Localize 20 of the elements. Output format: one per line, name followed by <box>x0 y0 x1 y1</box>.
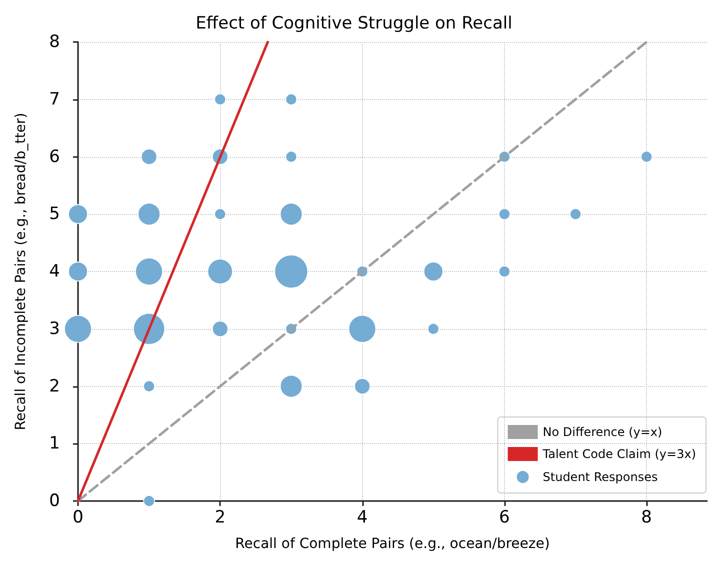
chart-title: Effect of Cognitive Struggle on Recall <box>196 14 512 34</box>
x-tick-label: 6 <box>499 508 510 528</box>
y-tick-label: 8 <box>49 32 60 52</box>
x-tick-label: 0 <box>72 508 84 528</box>
x-tick-label: 8 <box>641 508 652 528</box>
y-tick-label: 1 <box>49 434 60 454</box>
y-tick-label: 2 <box>49 376 60 396</box>
x-tick-label: 2 <box>214 508 226 528</box>
y-axis-title: Recall of Incomplete Pairs (e.g., bread/b_tter) <box>13 112 29 430</box>
y-tick-label: 7 <box>49 89 60 110</box>
y-tick-label: 0 <box>49 491 60 511</box>
x-tick-label: 4 <box>356 508 368 528</box>
legend-label: Student Responses <box>542 470 658 484</box>
y-tick-label: 3 <box>49 318 60 339</box>
y-tick-label: 5 <box>49 204 60 224</box>
y-tick-label: 6 <box>49 146 60 167</box>
y-tick-label: 4 <box>49 262 60 282</box>
legend-label: Talent Code Claim (y=3x) <box>542 447 696 461</box>
legend-label: No Difference (y=x) <box>542 425 662 439</box>
x-axis-title: Recall of Complete Pairs (e.g., ocean/breeze) <box>235 536 550 552</box>
